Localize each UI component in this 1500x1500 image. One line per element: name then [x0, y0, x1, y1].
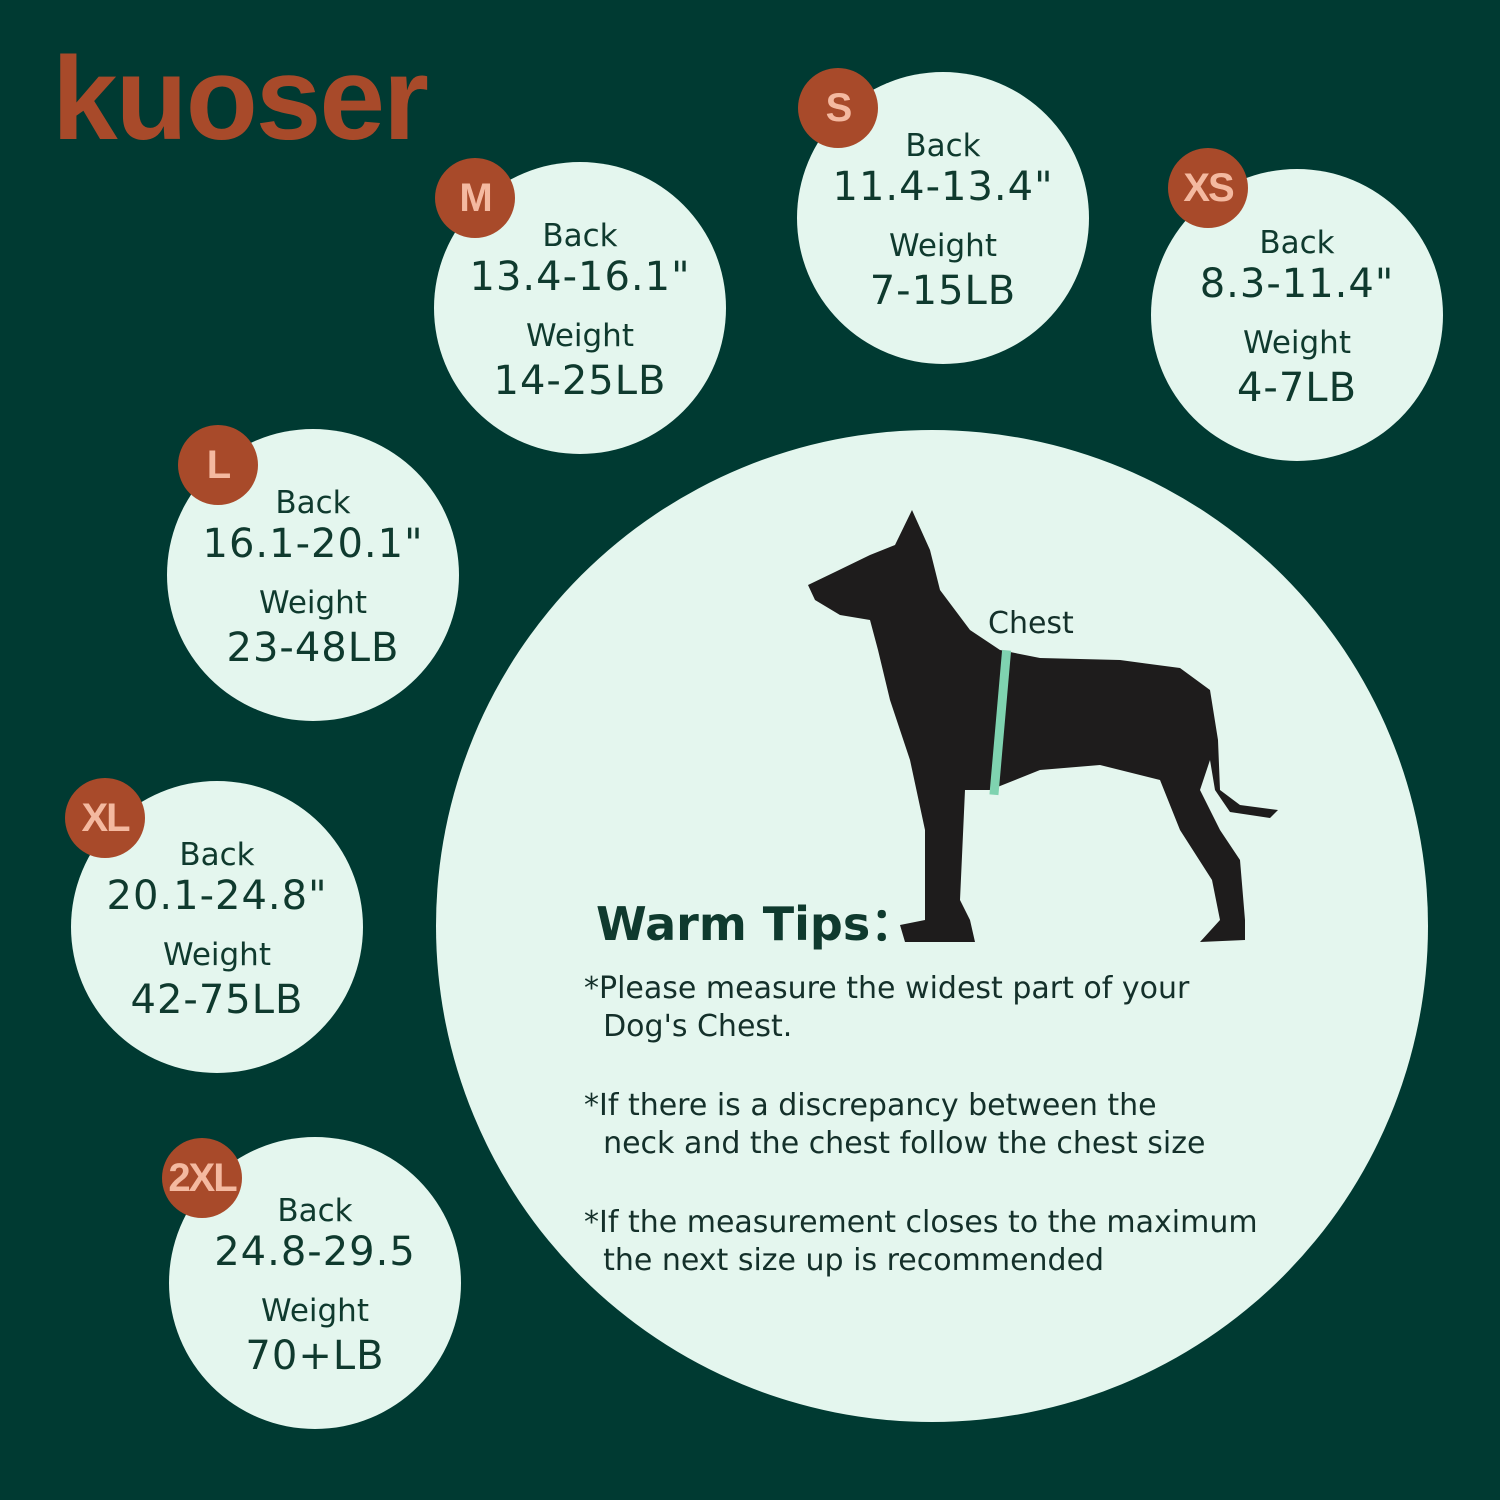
- weight-value: 42-75LB: [130, 977, 304, 1023]
- tip-item: *Please measure the widest part of your …: [584, 971, 1190, 1044]
- back-value: 20.1-24.8": [106, 873, 328, 919]
- back-value: 24.8-29.5: [214, 1229, 416, 1275]
- chest-label: Chest: [988, 606, 1074, 641]
- weight-label: Weight: [525, 318, 634, 354]
- back-value: 16.1-20.1": [202, 521, 424, 567]
- back-label: Back: [1259, 225, 1335, 261]
- measuring-tape-icon: [989, 649, 1012, 796]
- back-label: Back: [905, 128, 981, 164]
- size-badge-s: S: [798, 68, 878, 148]
- size-badge-xs: XS: [1168, 148, 1248, 228]
- weight-value: 14-25LB: [493, 358, 667, 404]
- weight-label: Weight: [888, 228, 997, 264]
- back-label: Back: [542, 218, 618, 254]
- dog-silhouette-icon: [808, 510, 1278, 942]
- weight-value: 70+LB: [245, 1333, 385, 1379]
- back-value: 11.4-13.4": [832, 164, 1054, 210]
- tips-title: Warm Tips：: [596, 897, 917, 951]
- back-value: 13.4-16.1": [469, 254, 691, 300]
- weight-value: 7-15LB: [869, 268, 1017, 314]
- back-label: Back: [275, 485, 351, 521]
- size-badge-m: M: [435, 158, 515, 238]
- weight-value: 23-48LB: [226, 625, 400, 671]
- weight-value: 4-7LB: [1236, 365, 1358, 411]
- back-label: Back: [179, 837, 255, 873]
- tip-item: *If there is a discrepancy between the n…: [584, 1088, 1206, 1161]
- size-badge-xl: XL: [65, 778, 145, 858]
- tip-item: *If the measurement closes to the maximu…: [584, 1205, 1258, 1278]
- weight-label: Weight: [162, 937, 271, 973]
- back-value: 8.3-11.4": [1199, 261, 1395, 307]
- back-label: Back: [277, 1193, 353, 1229]
- brand-logo: kuoser: [52, 33, 429, 165]
- weight-label: Weight: [260, 1293, 369, 1329]
- weight-label: Weight: [258, 585, 367, 621]
- weight-label: Weight: [1242, 325, 1351, 361]
- size-badge-l: L: [178, 425, 258, 505]
- size-badge-2xl: 2XL: [162, 1138, 242, 1218]
